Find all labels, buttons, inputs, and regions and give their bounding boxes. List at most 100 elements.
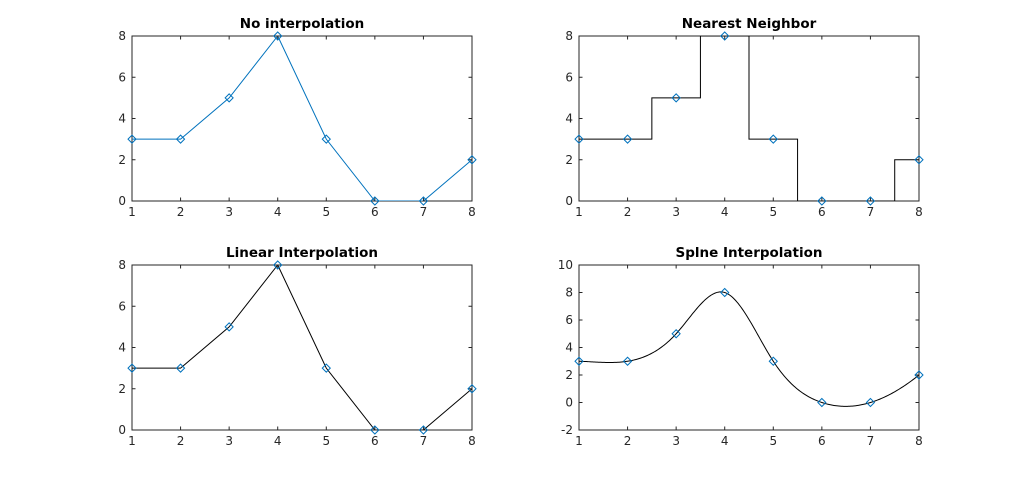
x-tick-label: 1: [128, 205, 136, 219]
subplot-1: No interpolation 1 2 3 4 5 6 7 8 0 2 4 6 8: [118, 16, 477, 219]
x-tick-label: 8: [915, 205, 923, 219]
y-tick-label: 4: [118, 112, 126, 126]
axes-box: [578, 264, 920, 431]
data-point-marker: [418, 425, 429, 435]
x-tick-label: 3: [672, 434, 680, 448]
subplot-2: Nearest Neighbor 1 2 3 4 5 6 7 8 0 2 4 6 8: [565, 16, 924, 219]
x-tick-label: 5: [769, 205, 777, 219]
x-tick-label: 1: [575, 205, 583, 219]
y-tick-label: 8: [118, 29, 126, 43]
y-tick-label: 6: [118, 299, 126, 313]
x-tick-label: 2: [177, 205, 185, 219]
x-tick-label: 4: [274, 205, 282, 219]
x-tick-label: 7: [867, 434, 875, 448]
y-tick-label: 6: [565, 313, 573, 327]
series-line: [132, 265, 472, 430]
y-tick-label: 4: [565, 112, 573, 126]
x-tick-label: 6: [818, 434, 826, 448]
y-tick-label: 6: [565, 70, 573, 84]
data-point-marker: [671, 93, 681, 103]
data-point-marker: [467, 155, 477, 165]
subplot-title: Splne Interpolation: [675, 245, 822, 261]
series-spline: [579, 291, 919, 407]
data-point-marker: [370, 425, 380, 435]
data-point-marker: [321, 363, 331, 373]
x-tick-label: 2: [624, 205, 632, 219]
y-tick-label: 0: [565, 194, 573, 208]
y-tick-label: 8: [118, 258, 126, 272]
data-point-marker: [321, 134, 331, 144]
subplot-title: Nearest Neighbor: [682, 16, 817, 32]
plot-area: [579, 36, 919, 201]
data-point-marker: [768, 134, 778, 144]
x-tick-label: 6: [371, 434, 379, 448]
x-tick-label: 8: [468, 434, 476, 448]
y-tick-label: 2: [118, 382, 126, 396]
data-point-marker: [622, 134, 633, 144]
data-point-marker: [574, 356, 584, 366]
y-tick-label: 6: [118, 70, 126, 84]
subplot-title: Linear Interpolation: [226, 245, 378, 261]
y-tick-label: -2: [561, 423, 573, 437]
data-point-marker: [467, 384, 477, 394]
data-point-marker: [914, 370, 924, 380]
plot-area: [579, 291, 919, 407]
data-point-marker: [720, 287, 730, 298]
data-point-marker: [175, 363, 186, 373]
data-point-marker: [720, 31, 730, 41]
data-point-marker: [914, 155, 924, 165]
y-tick-label: 4: [565, 341, 573, 355]
y-tick-label: 4: [118, 341, 126, 355]
data-point-marker: [865, 397, 876, 408]
x-tick-label: 7: [867, 205, 875, 219]
data-point-marker: [370, 196, 380, 206]
data-point-marker: [574, 134, 584, 144]
x-tick-label: 2: [624, 434, 632, 448]
subplot-3: Linear Interpolation 1 2 3 4 5 6 7 8 0 2 4 6 8: [118, 245, 477, 448]
axes-box: [131, 264, 473, 431]
x-tick-label: 5: [322, 434, 330, 448]
y-tick-label: 0: [118, 423, 126, 437]
data-point-marker: [127, 363, 137, 373]
x-tick-label: 8: [915, 434, 923, 448]
subplot-4: Splne Interpolation 1 2 3 4 5 6 7 8 -2 0 2 4 6 8 10: [558, 245, 924, 448]
x-tick-label: 7: [420, 434, 428, 448]
x-tick-label: 3: [672, 205, 680, 219]
x-tick-label: 8: [468, 205, 476, 219]
data-point-marker: [418, 196, 429, 206]
data-point-marker: [865, 196, 876, 206]
data-point-marker: [224, 322, 234, 332]
axes-box: [131, 35, 473, 202]
x-tick-label: 5: [322, 205, 330, 219]
data-point-marker: [175, 134, 186, 144]
subplot-title: No interpolation: [240, 16, 364, 32]
data-point-marker: [273, 260, 283, 270]
x-tick-label: 4: [721, 434, 729, 448]
data-point-marker: [224, 93, 234, 103]
x-tick-label: 6: [818, 205, 826, 219]
y-tick-label: 0: [565, 396, 573, 410]
data-point-marker: [671, 329, 681, 339]
y-tick-label: 2: [565, 368, 573, 382]
x-tick-label: 3: [225, 434, 233, 448]
x-tick-label: 6: [371, 205, 379, 219]
data-point-marker: [127, 134, 137, 144]
data-point-marker: [622, 356, 633, 366]
x-tick-label: 1: [575, 434, 583, 448]
x-tick-label: 1: [128, 434, 136, 448]
plot-area: [132, 265, 472, 430]
y-tick-label: 2: [565, 153, 573, 167]
y-tick-label: 0: [118, 194, 126, 208]
x-tick-label: 7: [420, 205, 428, 219]
x-tick-label: 5: [769, 434, 777, 448]
x-tick-label: 3: [225, 205, 233, 219]
series-line: [132, 36, 472, 201]
y-tick-label: 8: [565, 29, 573, 43]
x-tick-label: 2: [177, 434, 185, 448]
data-point-marker: [768, 356, 778, 366]
data-point-marker: [273, 31, 283, 41]
data-point-marker: [817, 397, 827, 408]
y-tick-label: 10: [558, 258, 573, 272]
series-nearest-step: [579, 36, 919, 201]
